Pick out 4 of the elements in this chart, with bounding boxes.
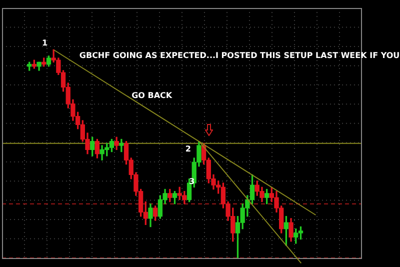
annotation: 2 — [185, 144, 191, 154]
chart-title: GBCHF GOING AS EXPECTED...I POSTED THIS SETUP LAST WEEK IF YOU — [79, 51, 400, 60]
text: 1 — [42, 38, 48, 48]
annotation: GO BACK — [132, 91, 173, 100]
